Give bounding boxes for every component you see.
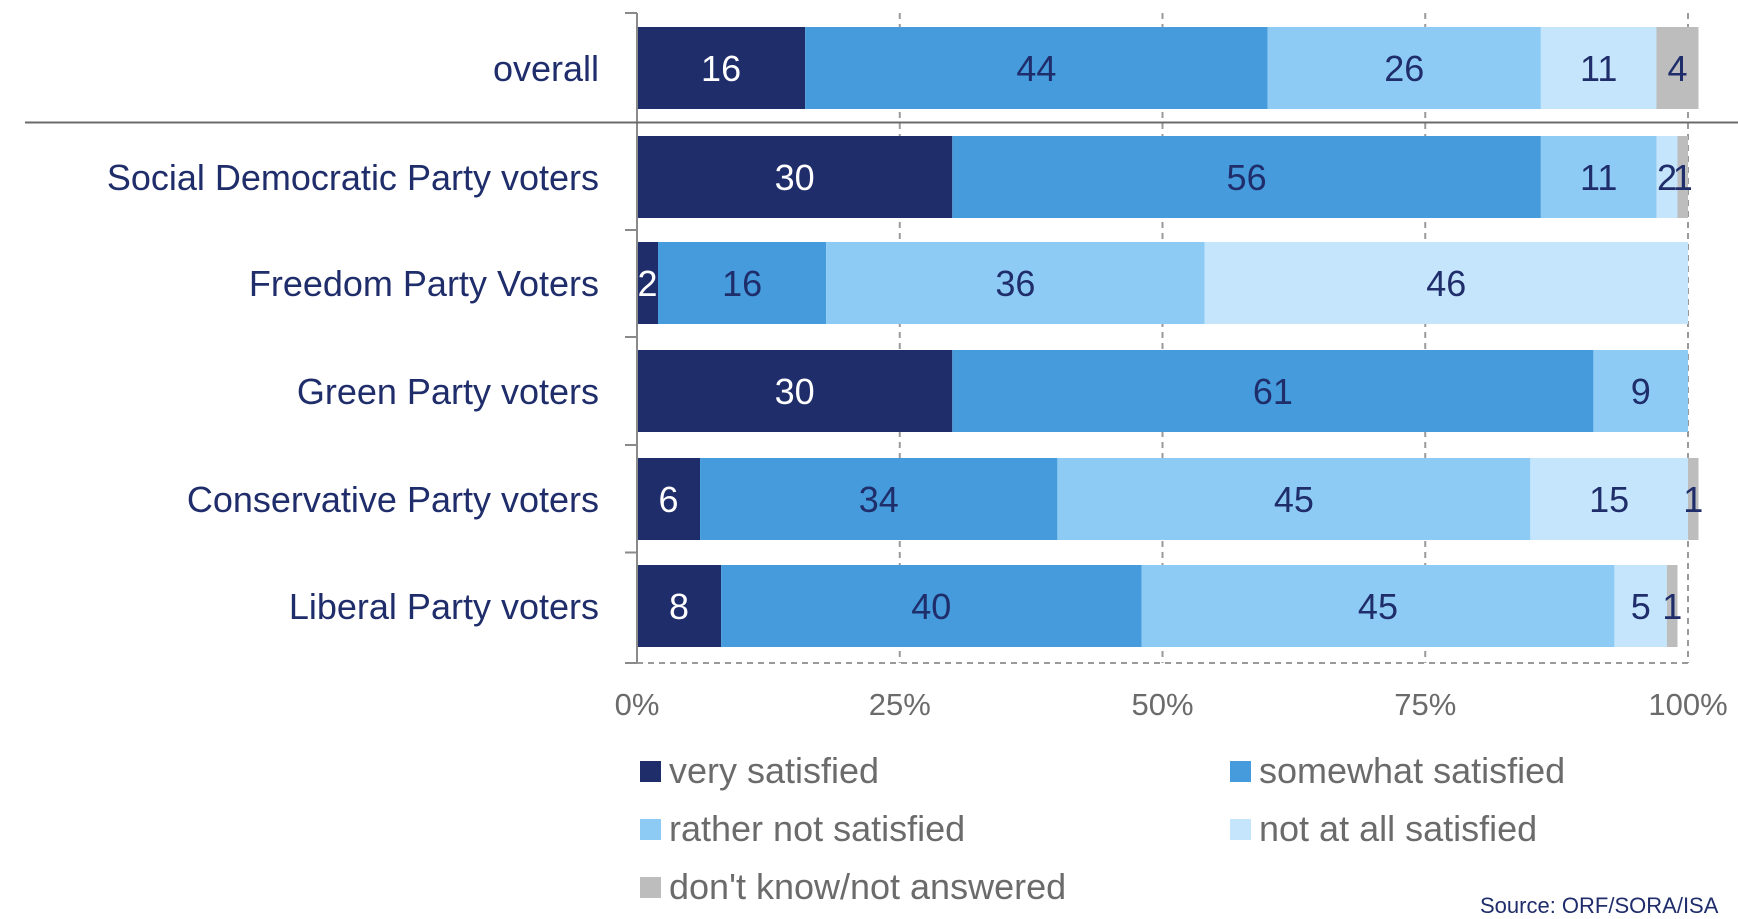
bar-segment: [805, 27, 1268, 109]
bar-segment: [1267, 27, 1541, 109]
category-labels: overall Social Democratic Party voters Fre…: [107, 48, 599, 627]
data-label: 56: [1227, 157, 1267, 198]
data-label: 30: [775, 371, 815, 412]
legend-item: rather not satisfied: [640, 808, 965, 850]
bar-segment: [1530, 458, 1688, 540]
category-label: Liberal Party voters: [289, 586, 599, 627]
legend-label: not at all satisfied: [1259, 808, 1538, 849]
category-label: Conservative Party voters: [187, 479, 599, 520]
legend: very satisfied somewhat satisfied rather n…: [640, 750, 1738, 910]
data-label: 30: [775, 157, 815, 198]
bar-segment: [1057, 458, 1531, 540]
bar-segment: [700, 458, 1058, 540]
bar-segment: [637, 458, 701, 540]
legend-label: somewhat satisfied: [1259, 750, 1566, 791]
data-label: 40: [911, 586, 951, 627]
legend-item: somewhat satisfied: [1230, 750, 1565, 792]
legend-label: don't know/not answered: [669, 866, 1067, 907]
legend-swatch: [640, 760, 661, 782]
legend-swatch: [640, 818, 661, 840]
data-label: 1: [1662, 586, 1682, 627]
data-label: 5: [1631, 586, 1651, 627]
data-label: 45: [1274, 479, 1314, 520]
x-tick-label: 50%: [1131, 687, 1193, 722]
bar-segment: [721, 565, 1142, 647]
data-label: 11: [1580, 157, 1617, 198]
x-tick-label: 25%: [869, 687, 931, 722]
bar-segment: [637, 565, 722, 647]
data-label: 9: [1631, 371, 1651, 412]
category-label: Freedom Party Voters: [249, 263, 599, 304]
data-label: 16: [701, 48, 741, 89]
data-label: 46: [1426, 263, 1466, 304]
x-tick-label: 100%: [1648, 687, 1727, 722]
bar-segment: [1540, 136, 1657, 218]
source-note: Source: ORF/SORA/ISA: [1480, 893, 1719, 918]
data-label: 16: [722, 263, 762, 304]
data-label: 15: [1589, 479, 1629, 520]
data-label: 2: [637, 263, 657, 304]
bar-segment: [1656, 27, 1699, 109]
bar-segment: [1204, 242, 1688, 324]
axes: [25, 12, 1738, 664]
bar-segment: [658, 242, 827, 324]
data-label: 2: [1657, 157, 1677, 198]
bar-segment: [1614, 565, 1667, 647]
bar-segment: [1688, 458, 1699, 540]
data-label: 34: [859, 479, 899, 520]
data-label: 11: [1580, 48, 1617, 89]
category-label: Social Democratic Party voters: [107, 157, 599, 198]
legend-label: very satisfied: [669, 750, 880, 791]
bar-segment: [637, 242, 659, 324]
bar-segment: [952, 350, 1594, 432]
data-label: 1: [1683, 479, 1703, 520]
data-label: 1: [1673, 157, 1693, 198]
data-label: 44: [1016, 48, 1056, 89]
category-label: Green Party voters: [297, 371, 599, 412]
bar-segment: [1656, 136, 1678, 218]
data-label: 45: [1358, 586, 1398, 627]
bar-segment: [1141, 565, 1615, 647]
bar-segment: [637, 27, 806, 109]
data-label: 26: [1384, 48, 1424, 89]
legend-swatch: [640, 876, 661, 898]
legend-label: rather not satisfied: [669, 808, 966, 849]
bar-segment: [1677, 136, 1688, 218]
x-tick-label: 0%: [615, 687, 660, 722]
bar-segment: [637, 350, 953, 432]
data-label: 8: [669, 586, 689, 627]
bar-segment: [1593, 350, 1688, 432]
legend-item: very satisfied: [640, 750, 879, 792]
legend-item: not at all satisfied: [1230, 808, 1537, 850]
gridlines: [637, 13, 1689, 664]
bar-segment: [952, 136, 1541, 218]
legend-swatch: [1230, 760, 1251, 782]
data-label: 61: [1253, 371, 1293, 412]
category-label: overall: [493, 48, 599, 89]
bar-segment: [1666, 565, 1678, 647]
legend-item: don't know/not answered: [640, 866, 1066, 908]
bar-segment: [637, 136, 953, 218]
bar-segment: [826, 242, 1205, 324]
data-label: 4: [1667, 48, 1687, 89]
bar-segment: [1540, 27, 1657, 109]
x-tick-label: 75%: [1394, 687, 1456, 722]
legend-swatch: [1230, 818, 1251, 840]
data-label: 6: [659, 479, 679, 520]
data-label: 36: [995, 263, 1035, 304]
tick-labels: 0% 25% 50% 75% 100%: [615, 687, 1728, 722]
